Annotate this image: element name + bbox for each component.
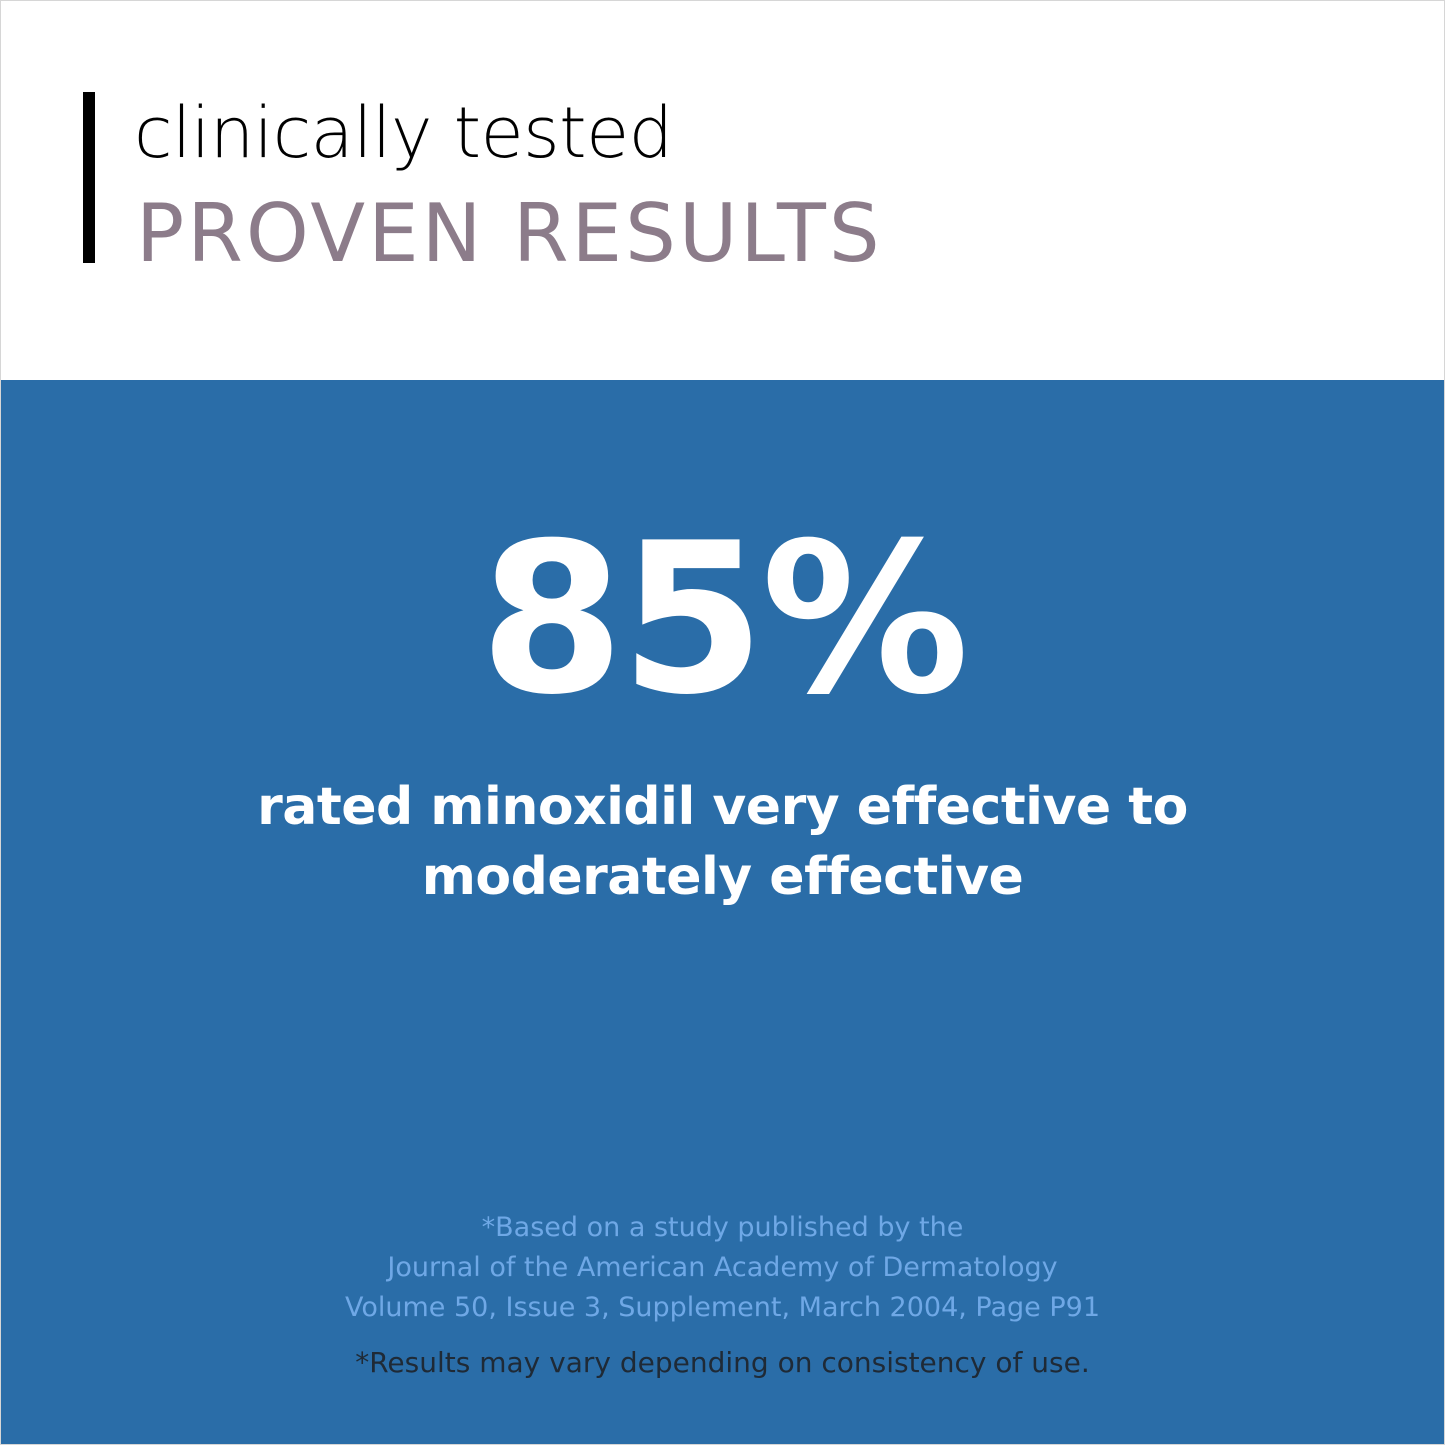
study-citation: *Based on a study published by the Journ… xyxy=(1,1208,1444,1328)
heading-clinically-tested: clinically tested xyxy=(134,92,673,174)
stat-caption-line: rated minoxidil very effective to xyxy=(257,777,1188,837)
citation-line: *Based on a study published by the xyxy=(481,1212,964,1243)
accent-bar xyxy=(83,92,95,263)
citation-line: Volume 50, Issue 3, Supplement, March 20… xyxy=(344,1292,1101,1323)
heading-proven-results: PROVEN RESULTS xyxy=(136,187,883,280)
stat-caption-line: moderately effective xyxy=(421,847,1024,907)
stat-panel: 85% rated minoxidil very effective to mo… xyxy=(1,380,1444,1444)
stat-caption: rated minoxidil very effective to modera… xyxy=(1,772,1444,912)
results-disclaimer: *Results may vary depending on consisten… xyxy=(355,1346,1090,1379)
citation-line: Journal of the American Academy of Derma… xyxy=(387,1252,1058,1283)
header-section: clinically tested PROVEN RESULTS xyxy=(1,1,1444,380)
stat-percentage: 85% xyxy=(479,499,970,741)
